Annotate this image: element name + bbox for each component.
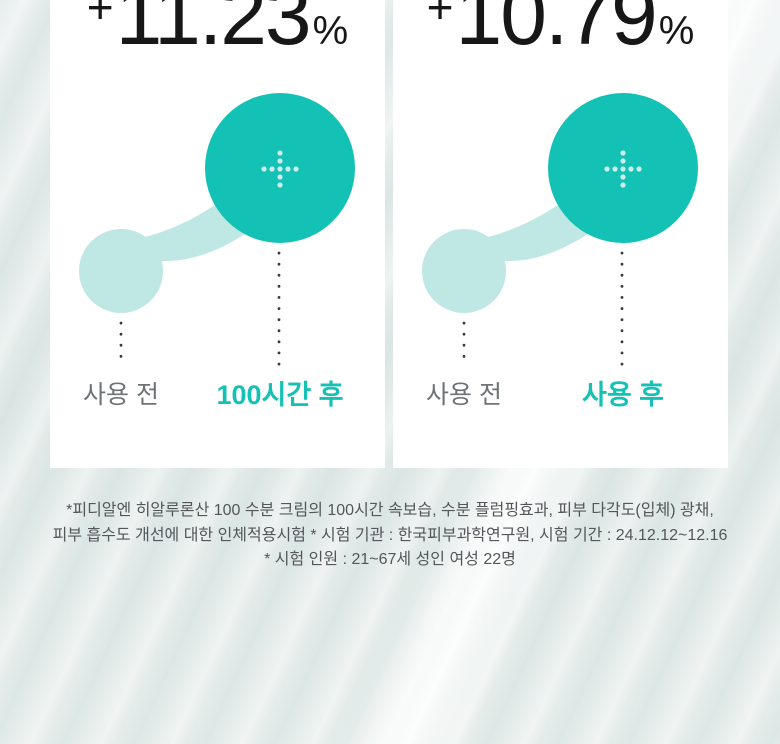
after-label: 100시간 후 (216, 380, 344, 410)
result-card-after-use: +10.79% 사용 전 사용 후 (393, 0, 728, 468)
before-label: 사용 전 (83, 381, 159, 409)
plus-icon (604, 150, 642, 188)
percent-value: 10.79 (455, 0, 658, 62)
before-after-bubble-graphic (79, 93, 355, 369)
footnote-line-2: 피부 흡수도 개선에 대한 인체적용시험 * 시험 기관 : 한국피부과학연구원… (52, 526, 728, 544)
footnote-line-3: * 시험 인원 : 21~67세 성인 여성 22명 (264, 551, 516, 569)
percent-headline: +10.79% (393, 0, 728, 68)
plus-icon (261, 150, 299, 188)
before-bubble (422, 229, 506, 313)
result-card-100-hours: +11.23% 사용 전 100시간 후 (50, 0, 385, 468)
percent-prefix: + (426, 0, 454, 33)
bubble-connector (145, 205, 245, 262)
footnote-line-1: *피디알엔 히알루론산 100 수분 크림의 100시간 속보습, 수분 플럼핑… (66, 502, 714, 519)
before-bubble (79, 229, 163, 313)
percent-headline: +11.23% (50, 0, 385, 68)
percent-prefix: + (86, 0, 114, 33)
before-after-bubble-graphic (422, 93, 698, 369)
before-label: 사용 전 (426, 381, 502, 409)
percent-unit: % (312, 9, 349, 53)
bubble-connector (488, 205, 588, 262)
percent-value: 11.23 (115, 0, 312, 62)
after-label: 사용 후 (581, 380, 665, 410)
percent-unit: % (658, 9, 695, 53)
disclaimer-footnote: *피디알엔 히알루론산 100 수분 크림의 100시간 속보습, 수분 플럼핑… (0, 499, 780, 573)
